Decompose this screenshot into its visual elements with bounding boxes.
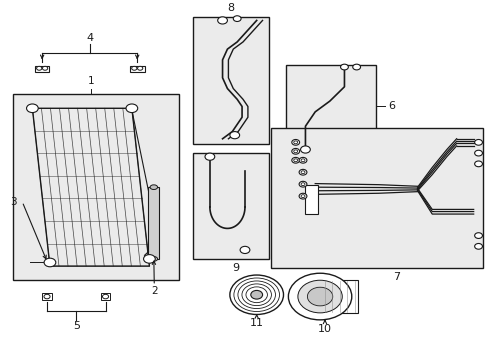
Circle shape xyxy=(37,66,42,70)
Circle shape xyxy=(131,66,137,70)
Bar xyxy=(35,66,49,72)
Circle shape xyxy=(217,17,227,24)
Circle shape xyxy=(299,157,306,163)
Circle shape xyxy=(44,258,56,267)
Bar xyxy=(193,17,268,144)
Text: 4: 4 xyxy=(86,33,93,42)
Text: 11: 11 xyxy=(249,319,263,328)
Circle shape xyxy=(474,233,482,238)
Circle shape xyxy=(300,146,310,153)
Circle shape xyxy=(126,104,138,113)
Circle shape xyxy=(299,181,306,187)
Text: 6: 6 xyxy=(387,102,394,111)
Bar xyxy=(101,293,110,300)
Circle shape xyxy=(291,139,299,145)
Circle shape xyxy=(293,141,297,144)
Circle shape xyxy=(229,275,283,315)
Circle shape xyxy=(229,132,239,139)
Circle shape xyxy=(297,280,342,313)
Text: 7: 7 xyxy=(392,272,400,282)
Bar xyxy=(42,293,52,300)
Circle shape xyxy=(474,150,482,156)
Circle shape xyxy=(474,243,482,249)
Bar xyxy=(193,153,268,259)
Ellipse shape xyxy=(150,257,157,261)
Circle shape xyxy=(299,169,306,175)
Text: 3: 3 xyxy=(10,197,17,207)
Circle shape xyxy=(26,104,38,113)
Bar xyxy=(320,280,357,313)
Circle shape xyxy=(137,66,142,70)
Circle shape xyxy=(291,157,299,163)
Text: 5: 5 xyxy=(73,321,80,331)
Circle shape xyxy=(143,255,155,263)
Circle shape xyxy=(301,159,305,162)
Text: 9: 9 xyxy=(232,263,239,273)
Circle shape xyxy=(204,153,214,160)
Bar xyxy=(148,187,159,259)
Text: 2: 2 xyxy=(151,286,157,296)
Bar xyxy=(305,185,317,214)
Circle shape xyxy=(291,148,299,154)
Text: 10: 10 xyxy=(317,324,331,334)
Circle shape xyxy=(288,273,351,320)
Circle shape xyxy=(293,150,297,153)
Bar xyxy=(13,94,178,280)
Circle shape xyxy=(301,183,305,186)
Circle shape xyxy=(299,193,306,199)
Bar xyxy=(130,66,144,72)
Bar xyxy=(271,128,483,268)
Circle shape xyxy=(307,287,332,306)
Circle shape xyxy=(301,195,305,198)
Text: 8: 8 xyxy=(227,3,234,13)
Ellipse shape xyxy=(150,185,157,189)
Circle shape xyxy=(240,246,249,253)
Circle shape xyxy=(44,294,50,299)
Text: 1: 1 xyxy=(87,76,94,86)
Bar xyxy=(285,65,375,157)
Circle shape xyxy=(352,64,360,70)
Circle shape xyxy=(102,294,108,299)
Circle shape xyxy=(42,66,48,70)
Circle shape xyxy=(233,16,241,22)
Circle shape xyxy=(474,161,482,167)
Circle shape xyxy=(474,139,482,145)
Circle shape xyxy=(301,171,305,174)
Circle shape xyxy=(293,159,297,162)
Circle shape xyxy=(340,64,347,70)
Circle shape xyxy=(250,291,262,299)
